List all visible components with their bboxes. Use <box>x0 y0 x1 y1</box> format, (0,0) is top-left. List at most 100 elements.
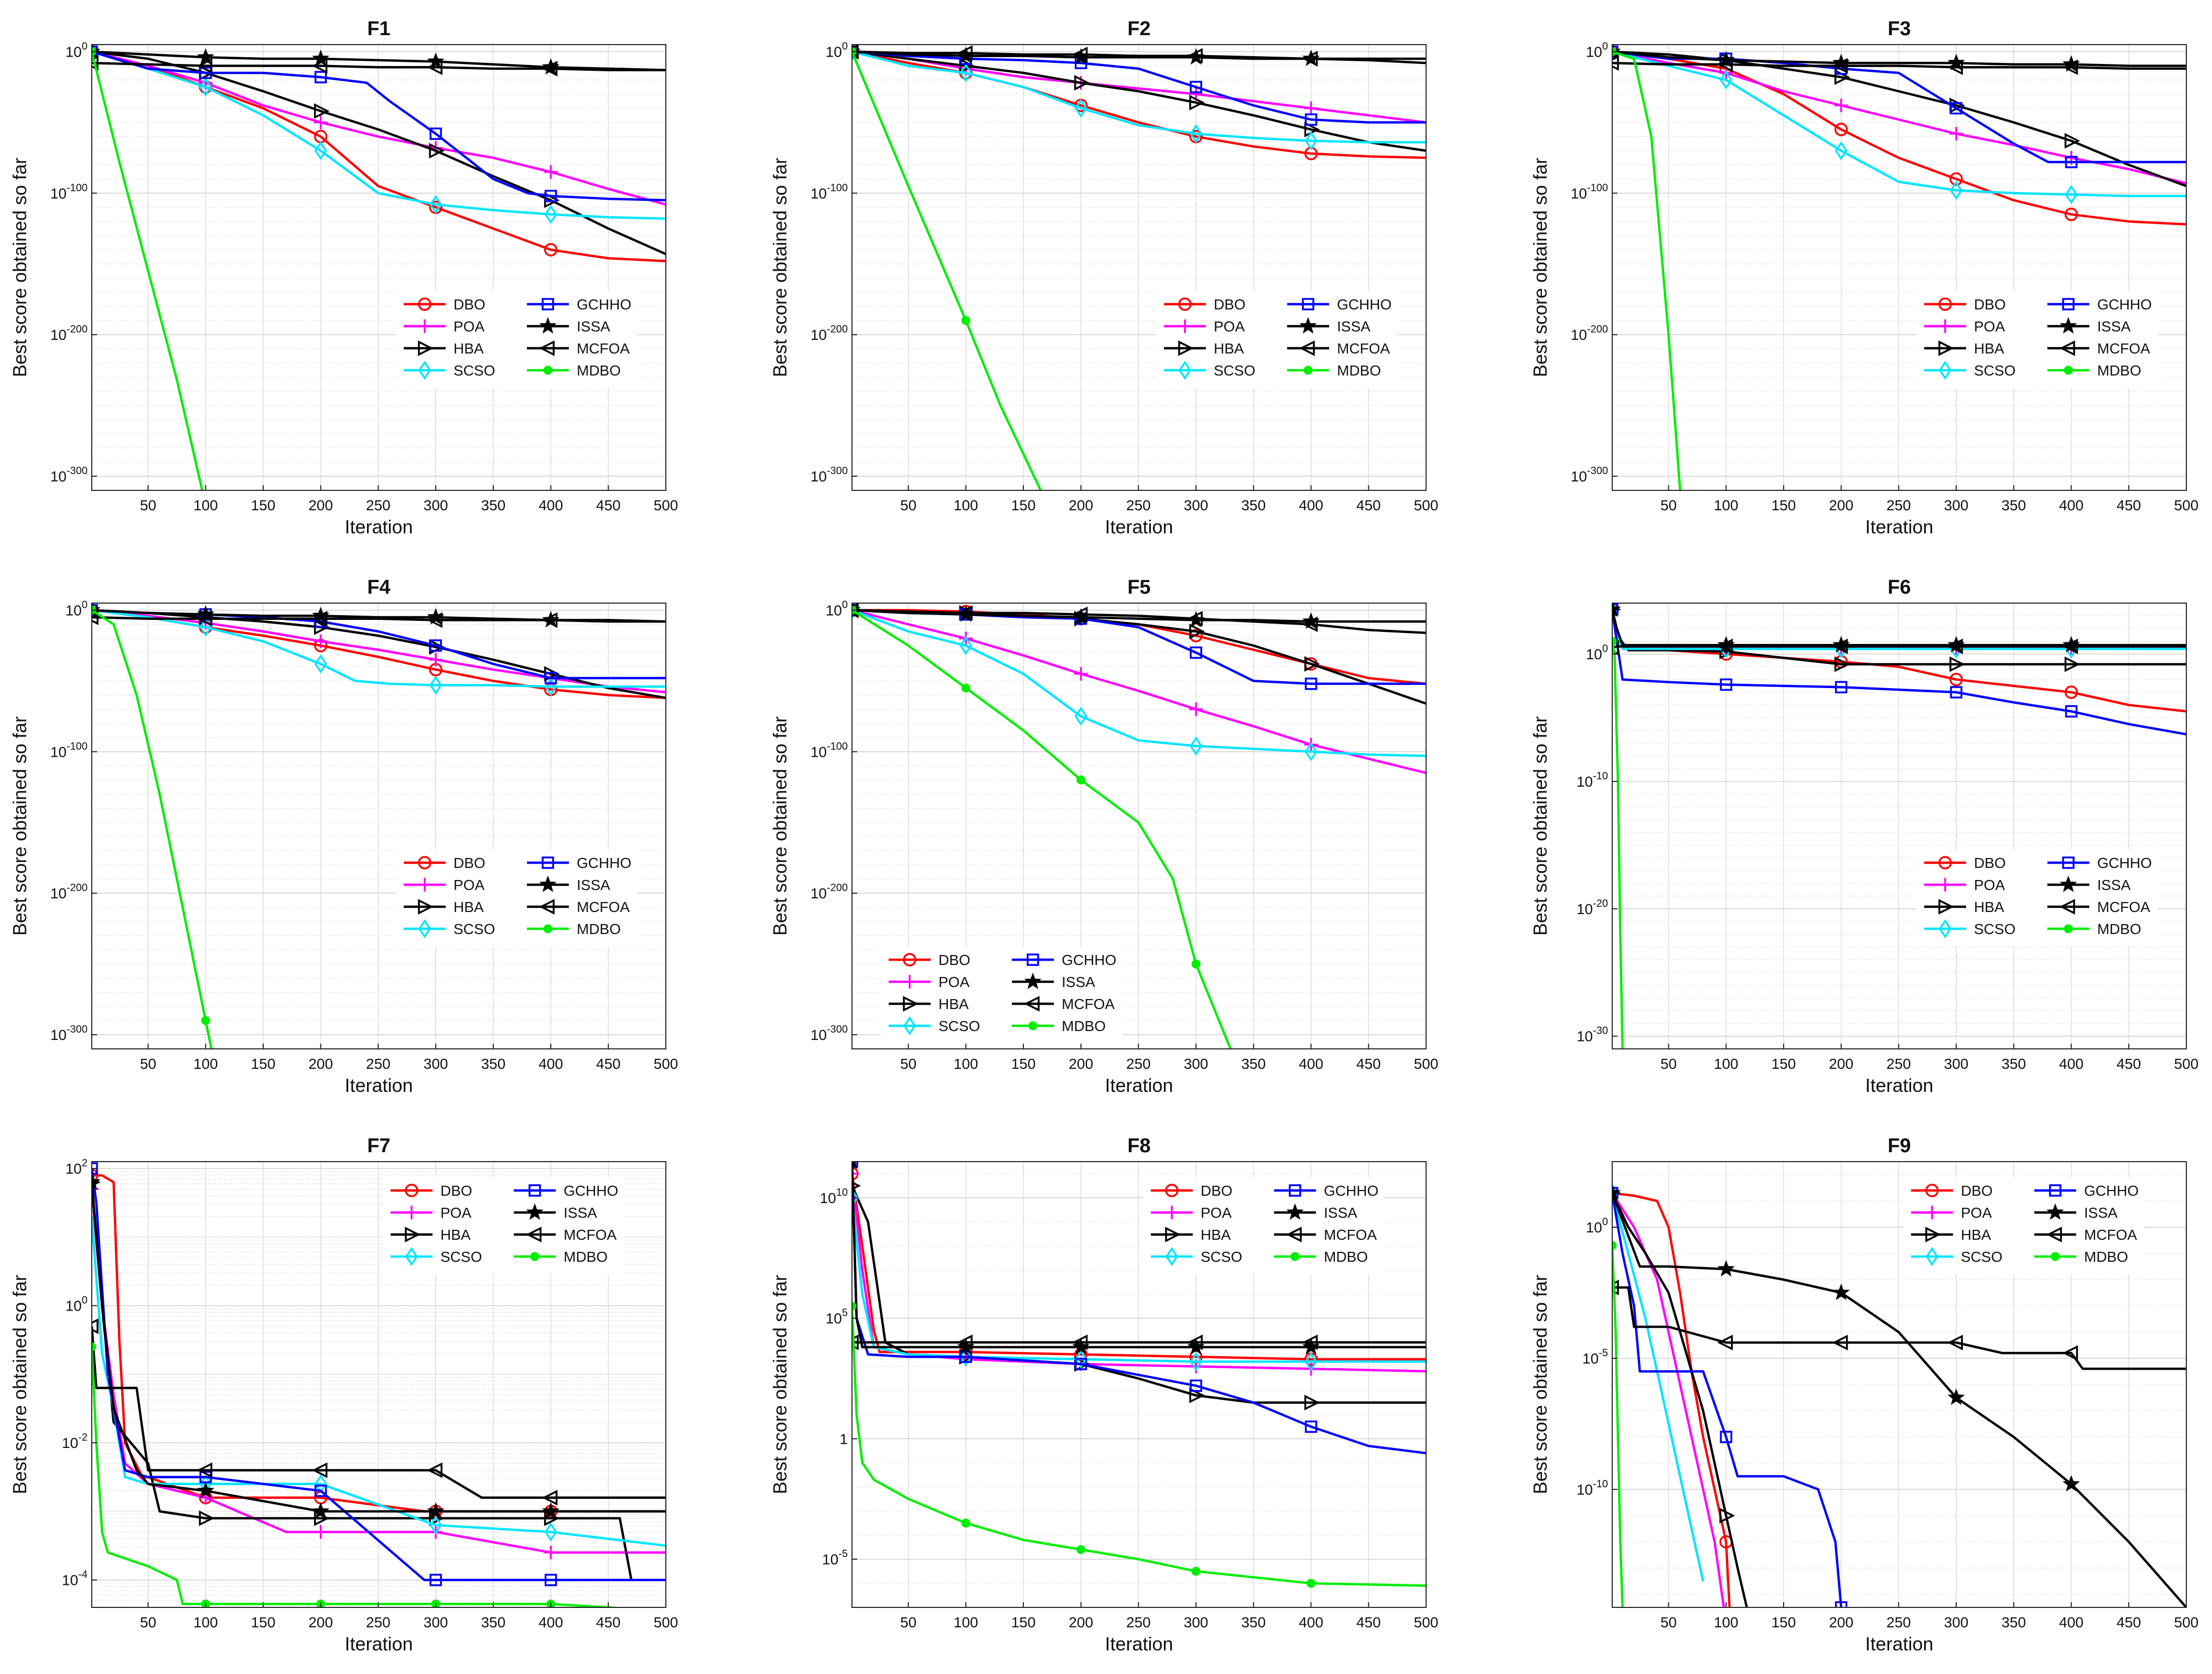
legend-label-mcfoa: MCFOA <box>1062 996 1115 1012</box>
marker-mdbo <box>92 1342 96 1351</box>
x-tick-label: 500 <box>2174 497 2199 513</box>
y-tick-label: 100 <box>66 1295 88 1314</box>
y-tick-label: 105 <box>826 1307 848 1327</box>
legend-label-dbo: DBO <box>1214 296 1246 313</box>
x-tick-label: 250 <box>1126 1056 1151 1072</box>
legend-label-hba: HBA <box>1961 1227 1991 1243</box>
x-tick-label: 250 <box>366 1056 391 1072</box>
x-tick-label: 450 <box>596 1056 621 1072</box>
marker-mcfoa <box>852 45 859 60</box>
chart-panel-f5: 50 100 150 200 250 300 350 400 450 500 100 10-100 10… <box>769 576 1438 1096</box>
x-tick-label: 300 <box>1944 1056 1969 1072</box>
marker-mcfoa <box>1187 610 1203 627</box>
legend-marker-issa <box>2046 1203 2064 1220</box>
chart-panel-f4: 50 100 150 200 250 300 350 400 450 500 100 10-100 10… <box>9 576 678 1096</box>
series-group <box>852 1162 1426 1588</box>
legend-marker-hba <box>1938 340 1954 356</box>
marker-poa <box>1834 99 1848 113</box>
axes-frame <box>1612 603 2187 1049</box>
legend-marker-dbo <box>418 856 431 870</box>
marker-hba <box>1189 94 1205 111</box>
legend-marker-hba <box>1938 899 1954 915</box>
legend: DBO GCHHO POA ISSA HBA MCFOA SCSO MDBO <box>383 1177 624 1274</box>
legend-label-gchho: GCHHO <box>2097 296 2152 313</box>
marker-gchho <box>1304 678 1318 690</box>
y-tick-label: 10-100 <box>811 741 848 760</box>
series-line-issa <box>1612 1193 2186 1607</box>
marker-mcfoa <box>542 612 558 628</box>
marker-mcfoa <box>957 605 973 621</box>
marker-issa <box>427 52 445 69</box>
legend: DBO GCHHO POA ISSA HBA MCFOA SCSO MDBO <box>881 947 1122 1044</box>
marker-scso <box>959 636 973 656</box>
y-tick-label: 10-300 <box>50 1024 88 1043</box>
x-tick-label: 100 <box>954 1614 978 1630</box>
marker-mcfoa <box>197 58 212 74</box>
legend-label-hba: HBA <box>454 340 484 357</box>
marker-dbo <box>1834 123 1848 136</box>
series-line-hba <box>92 50 666 255</box>
y-tick-label: 10-300 <box>811 465 848 485</box>
legend-label-scso: SCSO <box>1974 921 2015 937</box>
y-tick-label: 100 <box>1586 643 1608 662</box>
legend-marker-mdbo <box>2064 366 2073 375</box>
series-line-mcfoa <box>852 609 1426 634</box>
chart-title: F3 <box>1887 18 1911 40</box>
series-line-mdbo <box>1612 1245 1624 1607</box>
series-line-poa <box>92 50 666 206</box>
legend-label-hba: HBA <box>938 996 969 1012</box>
plot-area <box>1612 45 2186 490</box>
legend-marker-mdbo <box>1290 1252 1300 1261</box>
y-tick-label: 1010 <box>820 1187 848 1206</box>
marker-gchho <box>544 672 557 684</box>
legend-label-gchho: GCHHO <box>1324 1183 1378 1199</box>
series-line-gchho <box>92 50 666 202</box>
marker-mcfoa <box>1302 51 1318 67</box>
legend-label-dbo: DBO <box>454 296 485 313</box>
legend-label-gchho: GCHHO <box>577 296 631 313</box>
marker-gchho <box>314 1484 327 1497</box>
chart-panel-f2: 50 100 150 200 250 300 350 400 450 500 100 10-100 10… <box>769 18 1438 538</box>
series-line-mcfoa <box>1612 645 2186 649</box>
legend-label-mcfoa: MCFOA <box>1337 340 1390 357</box>
legend-marker-issa <box>1286 1203 1304 1220</box>
marker-dbo <box>1949 172 1963 186</box>
series-line-scso <box>92 609 666 688</box>
marker-mcfoa <box>427 612 443 628</box>
marker-issa <box>542 1502 560 1519</box>
y-tick-label: 10-2 <box>62 1432 88 1451</box>
marker-mcfoa <box>1947 1335 1963 1350</box>
legend-box <box>1916 291 2157 388</box>
x-tick-label: 100 <box>193 497 218 513</box>
legend-marker-poa <box>418 878 431 892</box>
marker-gchho <box>1190 646 1202 659</box>
x-tick-label: 450 <box>2117 1614 2141 1630</box>
legend-marker-mcfoa <box>2046 1227 2062 1242</box>
x-tick-label: 450 <box>2117 497 2141 513</box>
axes-frame <box>851 603 1427 1049</box>
marker-mcfoa <box>542 61 558 77</box>
legend-label-mcfoa: MCFOA <box>1324 1227 1377 1243</box>
marker-mcfoa <box>1612 640 1619 656</box>
x-tick-label: 400 <box>1299 1056 1323 1072</box>
series-line-hba <box>852 50 1426 152</box>
plot-area <box>852 45 1426 490</box>
marker-hba <box>314 103 330 119</box>
x-tick-label: 400 <box>1299 1614 1323 1630</box>
legend-label-hba: HBA <box>1201 1227 1231 1243</box>
series-line-gchho <box>852 50 1426 124</box>
x-tick-label: 200 <box>1829 497 1853 513</box>
legend-marker-hba <box>405 1227 420 1242</box>
marker-mdbo <box>1191 959 1201 969</box>
marker-poa <box>1949 127 1963 141</box>
legend-label-mcfoa: MCFOA <box>577 340 630 357</box>
chart-panel-f3: 50 100 150 200 250 300 350 400 450 500 100 10-100 10… <box>1529 18 2198 538</box>
y-tick-label: 10-30 <box>1577 1025 1608 1045</box>
y-axis-label: Best score obtained so far <box>769 158 791 377</box>
marker-issa <box>427 1502 445 1519</box>
legend-box <box>1916 850 2157 947</box>
x-tick-label: 350 <box>1241 497 1266 513</box>
marker-issa <box>1717 1260 1735 1277</box>
y-tick-label: 100 <box>66 599 88 618</box>
legend-marker-gchho <box>2049 1184 2062 1197</box>
